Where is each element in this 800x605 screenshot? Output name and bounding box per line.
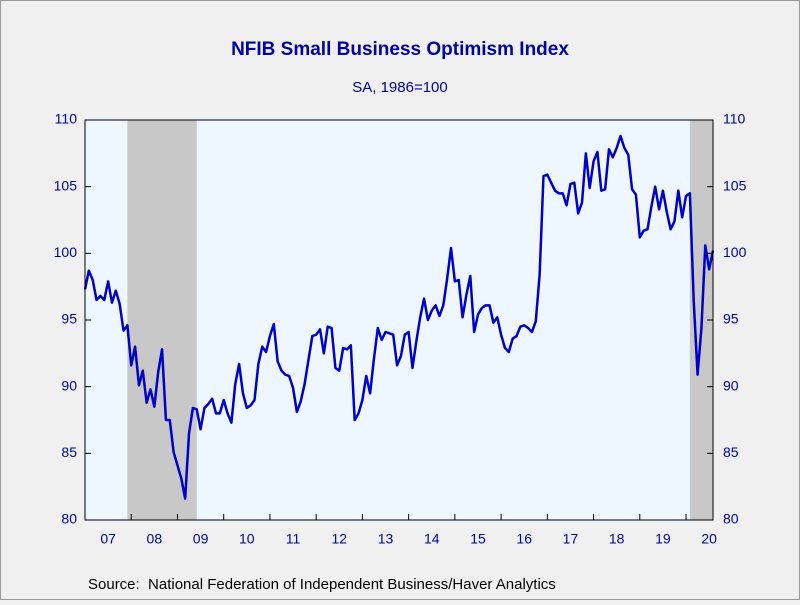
x-tick-label: 18	[609, 531, 625, 547]
x-tick-label: 13	[378, 531, 394, 547]
y-tick-label: 80	[61, 511, 77, 527]
y2-tick-label: 85	[723, 444, 739, 460]
y-tick-label: 90	[61, 377, 77, 393]
chart-subtitle: SA, 1986=100	[352, 79, 448, 96]
source-note: Source: National Federation of Independe…	[88, 576, 556, 593]
chart-title: NFIB Small Business Optimism Index	[231, 39, 569, 60]
y-tick-label: 85	[61, 444, 77, 460]
x-tick-label: 15	[470, 531, 486, 547]
y2-tick-label: 95	[723, 311, 739, 327]
plot-border	[84, 119, 714, 521]
data-line	[83, 134, 715, 500]
x-tick-label: 07	[100, 531, 116, 547]
x-tick-label: 12	[331, 531, 347, 547]
y-tick-label: 95	[61, 311, 77, 327]
y2-tick-label: 100	[723, 244, 747, 260]
x-tick-label: 08	[147, 531, 163, 547]
x-tick-label: 19	[655, 531, 671, 547]
y-tick-label: 105	[54, 177, 78, 193]
recession-band	[127, 120, 197, 520]
x-tick-label: 10	[239, 531, 255, 547]
x-tick-label: 20	[701, 531, 717, 547]
y-tick-label: 110	[55, 111, 78, 127]
y-tick-label: 100	[54, 244, 78, 260]
y2-tick-label: 110	[723, 111, 746, 127]
y2-tick-label: 90	[723, 377, 739, 393]
x-tick-label: 14	[424, 531, 440, 547]
x-tick-label: 16	[516, 531, 532, 547]
x-tick-label: 09	[193, 531, 209, 547]
y2-tick-label: 105	[723, 177, 747, 193]
x-tick-label: 11	[286, 531, 301, 547]
x-tick-label: 17	[563, 531, 579, 547]
y2-tick-label: 80	[723, 511, 739, 527]
